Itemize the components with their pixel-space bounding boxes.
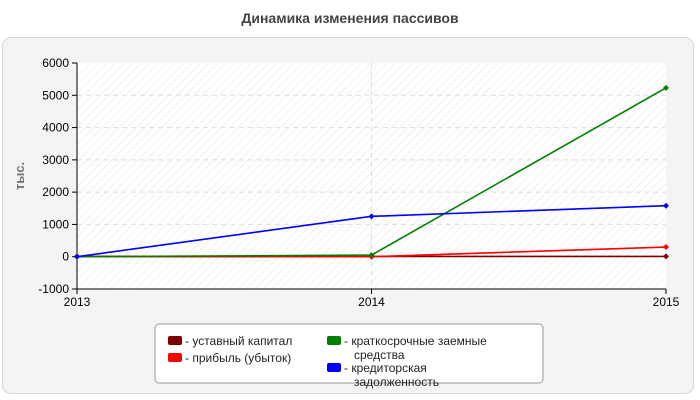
y-tick-label: 4000: [42, 121, 69, 135]
y-tick-label: 3000: [42, 153, 69, 167]
data-point: [663, 244, 669, 251]
data-point: [663, 202, 669, 209]
legend-swatch: [168, 353, 182, 362]
x-tick-label: 2015: [653, 295, 680, 309]
legend-label: - прибыль (убыток): [185, 351, 291, 365]
legend-swatch: [327, 336, 341, 345]
y-axis-title: тыс.: [12, 162, 27, 190]
data-point: [663, 253, 669, 260]
legend-label: - краткосрочные заемные средства: [344, 334, 487, 362]
legend-label: - уставный капитал: [185, 334, 292, 348]
data-point: [663, 84, 669, 91]
data-point: [368, 213, 375, 220]
axes: -1000 0 1000 2000 3000 4000 5000 6000 2013 2014 20…: [38, 56, 679, 309]
chart-title: Динамика изменения пассивов: [241, 10, 459, 26]
legend-label: - кредиторская задолженность: [344, 361, 439, 389]
data-point: [368, 252, 375, 259]
legend-box: [154, 323, 544, 384]
series-lines: [74, 84, 669, 260]
y-tick-label: 6000: [42, 56, 69, 70]
y-tick-label: 0: [62, 250, 69, 264]
legend-swatch: [327, 363, 341, 372]
x-tick-label: 2013: [64, 295, 91, 309]
x-tick-label: 2014: [358, 295, 385, 309]
y-tick-label: 2000: [42, 185, 69, 199]
data-point: [74, 253, 80, 260]
y-tick-label: -1000: [38, 282, 69, 296]
legend: - уставный капитал - прибыль (убыток) - кр…: [154, 323, 544, 389]
y-tick-label: 5000: [42, 88, 69, 102]
y-tick-label: 1000: [42, 217, 69, 231]
legend-swatch: [168, 336, 182, 345]
